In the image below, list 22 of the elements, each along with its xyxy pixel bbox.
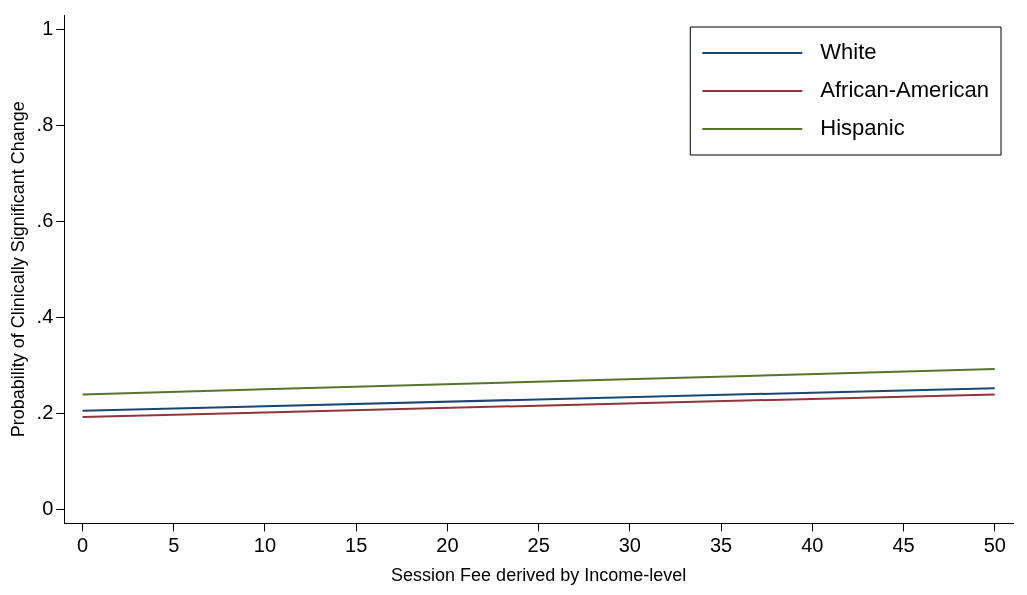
y-tick-label: .8 xyxy=(36,112,54,135)
x-axis-title: Session Fee derived by Income-level xyxy=(391,565,687,586)
y-axis-title: Probability of Clinically Significant Change xyxy=(7,101,28,438)
x-tick-label: 0 xyxy=(76,533,89,556)
legend-label: Hispanic xyxy=(820,115,905,141)
x-tick-label: 30 xyxy=(618,533,641,556)
x-tick-label: 20 xyxy=(436,533,459,556)
y-tick-label: 1 xyxy=(42,16,54,39)
y-tick-label: .6 xyxy=(36,208,54,231)
x-tick-label: 10 xyxy=(253,533,277,556)
y-tick-label: .2 xyxy=(36,400,54,423)
x-tick-label: 35 xyxy=(709,533,733,556)
legend-label: African-American xyxy=(820,77,989,103)
y-tick-label: 0 xyxy=(42,496,54,519)
legend-label: White xyxy=(820,39,877,65)
x-tick-label: 25 xyxy=(527,533,550,556)
x-tick-label: 40 xyxy=(801,533,824,556)
y-tick-label: .4 xyxy=(36,304,54,327)
x-tick-label: 15 xyxy=(345,533,368,556)
x-tick-label: 50 xyxy=(983,533,1006,556)
x-tick-label: 45 xyxy=(892,533,915,556)
x-tick-label: 5 xyxy=(168,533,180,556)
